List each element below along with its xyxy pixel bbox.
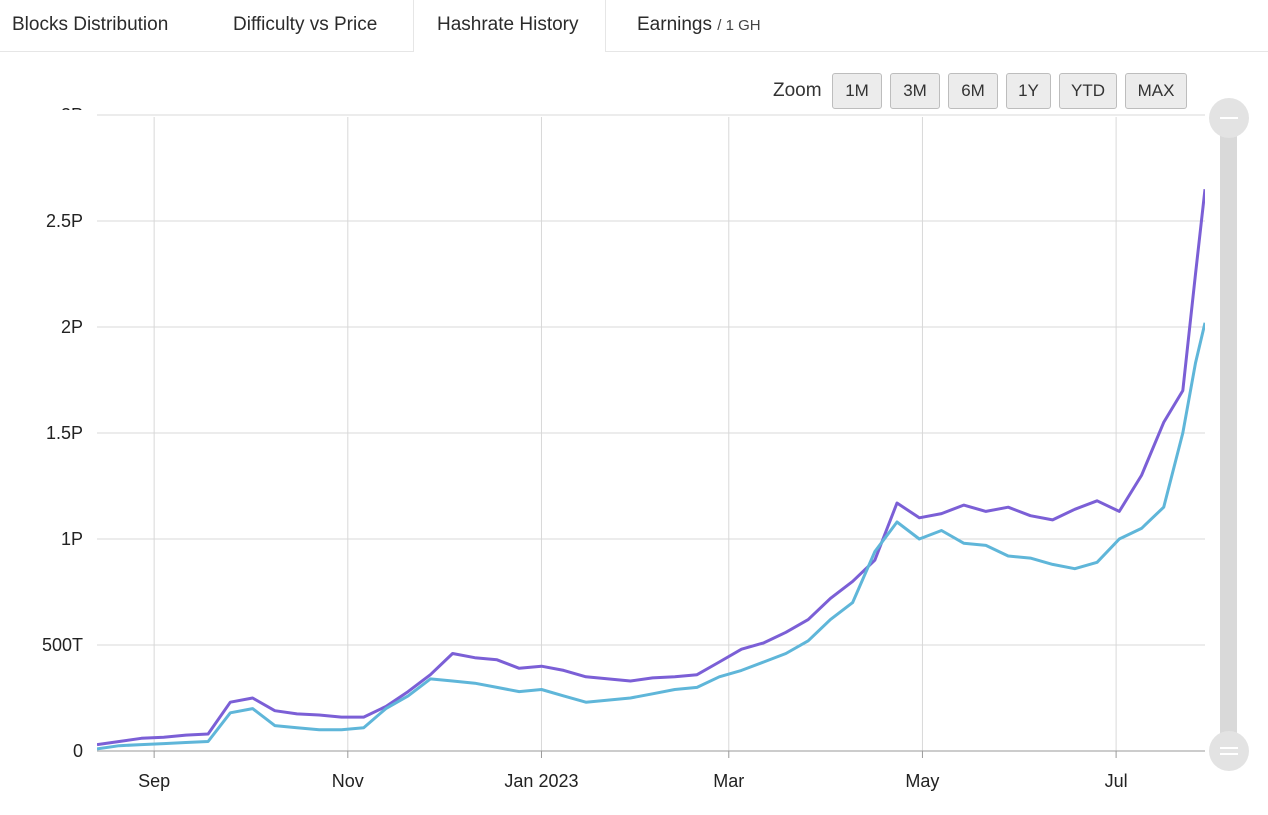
- y-tick-label: 1.5P: [46, 423, 83, 443]
- y-tick-label: 2.5P: [46, 211, 83, 231]
- x-tick-label: Jul: [1105, 771, 1128, 791]
- x-tick-label: Sep: [138, 771, 170, 791]
- y-tick-label: 2P: [61, 317, 83, 337]
- tab-blocks-distribution[interactable]: Blocks Distribution: [0, 0, 180, 52]
- x-tick-label: Mar: [713, 771, 744, 791]
- tab-label: Difficulty vs Price: [233, 14, 378, 35]
- x-tick-label: Nov: [332, 771, 364, 791]
- x-axis-ticks: Sep Nov Jan 2023 Mar May Jul: [138, 751, 1128, 791]
- tab-bar: Blocks Distribution Difficulty vs Price …: [0, 0, 1268, 52]
- tab-hashrate-history[interactable]: Hashrate History: [413, 0, 606, 52]
- x-tick-label: Jan 2023: [504, 771, 578, 791]
- tab-label: Earnings: [637, 14, 712, 35]
- axis-cover: [0, 110, 90, 124]
- scrollbar-handle-bottom[interactable]: [1209, 731, 1249, 771]
- tab-sublabel: / 1 GH: [717, 17, 761, 34]
- zoom-label: Zoom: [773, 80, 822, 101]
- series-line-1: [97, 322, 1205, 751]
- zoom-6m-button[interactable]: 6M: [948, 73, 998, 109]
- range-scrollbar[interactable]: [1209, 98, 1249, 771]
- x-tick-label: May: [905, 771, 939, 791]
- tab-difficulty-vs-price[interactable]: Difficulty vs Price: [221, 0, 389, 52]
- tab-label: Hashrate History: [437, 14, 579, 35]
- zoom-max-button[interactable]: MAX: [1125, 73, 1187, 109]
- y-tick-label: 500T: [42, 635, 83, 655]
- tab-label: Blocks Distribution: [12, 14, 169, 35]
- tab-earnings[interactable]: Earnings / 1 GH: [625, 0, 773, 52]
- y-tick-label: 0: [73, 741, 83, 761]
- series-layer: [97, 189, 1205, 751]
- zoom-3m-button[interactable]: 3M: [890, 73, 940, 109]
- zoom-1m-button[interactable]: 1M: [832, 73, 882, 109]
- scrollbar-track[interactable]: [1220, 122, 1237, 750]
- tab-divider: [606, 51, 1268, 52]
- zoom-1y-button[interactable]: 1Y: [1006, 73, 1051, 109]
- zoom-ytd-button[interactable]: YTD: [1059, 73, 1117, 109]
- series-line-0: [97, 189, 1205, 747]
- y-tick-label: 1P: [61, 529, 83, 549]
- grid: [97, 114, 1205, 751]
- tab-divider: [0, 51, 413, 52]
